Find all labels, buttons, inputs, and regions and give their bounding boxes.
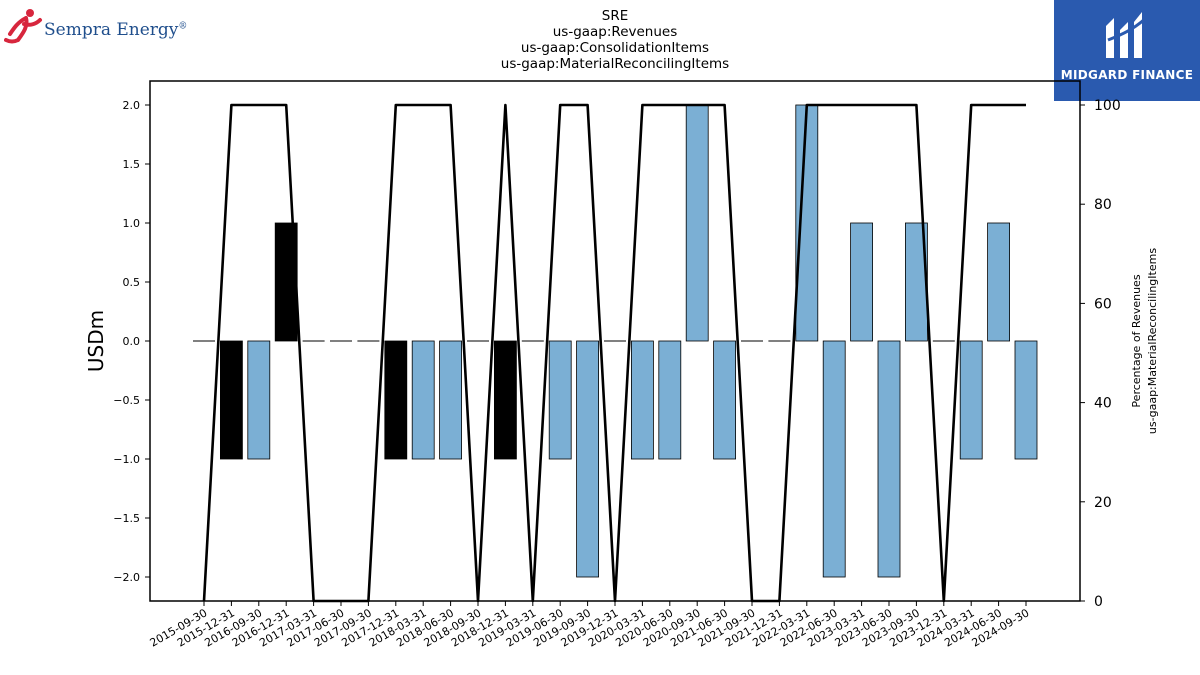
y2-tick-label: 0 (1094, 594, 1103, 610)
y-tick-label: −2.0 (113, 571, 140, 584)
bar (439, 340, 463, 460)
sempra-energy-logo-text: Sempra Energy® (44, 20, 188, 40)
bar (411, 340, 435, 460)
bar (548, 340, 572, 460)
bar (1014, 340, 1038, 460)
chart-title-line: us-gaap:MaterialReconcilingItems (501, 56, 729, 72)
y-tick-label: −0.5 (113, 394, 140, 407)
y-axis-right: 100 80 60 40 20 0 (1080, 98, 1121, 610)
y-axis-left: 2.0 1.5 1.0 0.5 0.0 −0.5 −1.0 −1.5 −2.0 (113, 99, 150, 584)
y-tick-label: 1.5 (123, 158, 141, 171)
bar (822, 340, 846, 578)
bar (384, 340, 408, 460)
percentage-line-series (202, 103, 1026, 603)
sempra-energy-logo: Sempra Energy® (4, 4, 187, 48)
bar (631, 340, 654, 460)
bar (576, 340, 599, 578)
midgard-m-icon (1106, 12, 1150, 58)
y2-tick-label: 80 (1094, 197, 1112, 213)
y2-tick-label: 20 (1094, 495, 1112, 511)
y-tick-label: −1.5 (113, 512, 140, 525)
bar (493, 340, 517, 460)
chart-title-line: us-gaap:ConsolidationItems (521, 40, 709, 56)
y2-tick-label: 100 (1094, 98, 1121, 114)
x-axis: 2015-09-302015-12-312016-09-302016-12-31… (148, 601, 1032, 650)
bar (219, 340, 243, 460)
bar (987, 222, 1010, 342)
midgard-finance-logo-text: MIDGARD FINANCE (1060, 68, 1194, 82)
y-tick-label: 1.0 (123, 217, 141, 230)
y-tick-label: 0.0 (123, 335, 141, 348)
bar (959, 340, 983, 460)
chart-title: SREus-gaap:Revenuesus-gaap:Consolidation… (501, 8, 729, 72)
bar-series (219, 104, 1038, 578)
y2-tick-label: 40 (1094, 396, 1112, 412)
running-figure-icon (4, 9, 42, 44)
chart-title-line: us-gaap:Revenues (553, 24, 678, 40)
bar (658, 340, 682, 460)
bar (247, 340, 271, 460)
bar (685, 104, 709, 342)
y2-axis-label-line: Percentage of Revenues (1130, 274, 1143, 407)
y2-axis-label: Percentage of Revenues us-gaap:MaterialRe… (1130, 248, 1159, 434)
y2-axis-label-line: us-gaap:MaterialReconcilingItems (1146, 248, 1159, 434)
bar (713, 340, 736, 460)
bar (850, 222, 873, 342)
y-axis-label: USDm (84, 310, 108, 372)
y2-tick-label: 60 (1094, 296, 1112, 312)
y-tick-label: −1.0 (113, 453, 140, 466)
chart-title-line: SRE (602, 8, 628, 24)
midgard-finance-logo: MIDGARD FINANCE (1054, 0, 1200, 101)
y-tick-label: 2.0 (123, 99, 141, 112)
y-tick-label: 0.5 (123, 276, 141, 289)
bar (877, 340, 901, 578)
